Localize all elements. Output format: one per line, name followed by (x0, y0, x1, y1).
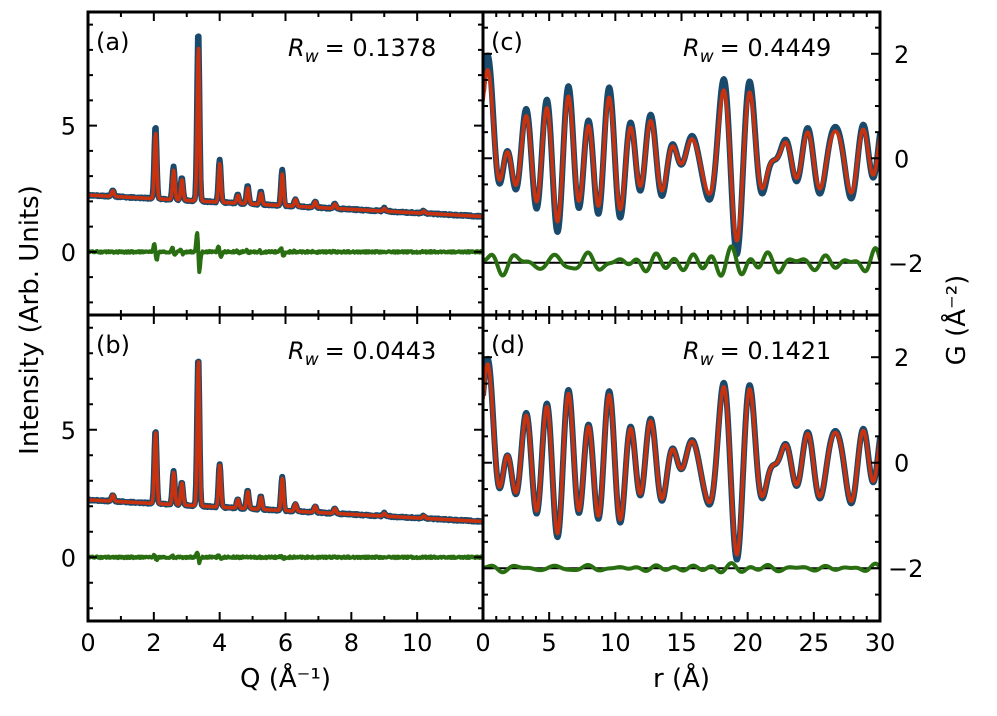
x-axis-title-b: Q (Å⁻¹) (240, 662, 331, 694)
rw-value-c: Rw = 0.4449 (683, 34, 831, 67)
x-tick-label-d: 20 (732, 629, 763, 657)
series-difference-d (483, 561, 880, 575)
panel-a: 0 5 (a) Rw = 0.1378 (61, 10, 485, 317)
panel-c: 2 0 −2 (c) Rw = 0.4449 (481, 10, 923, 317)
rw-number-a: = 0.1378 (325, 34, 437, 62)
panel-label-d: (d) (491, 331, 525, 359)
series-difference-a (88, 231, 483, 275)
plot-area-c (483, 52, 880, 278)
x-tick-label-b: 10 (402, 629, 433, 657)
x-tick-label-d: 10 (600, 629, 631, 657)
rw-symbol-c: R (683, 34, 700, 62)
y-tick-label-b: 5 (61, 417, 76, 445)
plot-area-b (88, 358, 483, 566)
x-tick-label-d: 0 (475, 629, 490, 657)
plot-area-d (483, 355, 880, 575)
y-tick-label-d: 0 (894, 450, 909, 478)
series-calculated-d (483, 362, 880, 557)
panel-label-c: (c) (491, 28, 523, 56)
series-difference-b (88, 550, 483, 566)
x-tick-label-b: 4 (212, 629, 227, 657)
right-y-axis-title: G (Å⁻²) (940, 275, 972, 366)
rw-value-d: Rw = 0.1421 (683, 337, 831, 370)
series-calculated-a (88, 46, 483, 219)
panel-label-b: (b) (96, 331, 130, 359)
rw-value-a: Rw = 0.1378 (288, 34, 436, 67)
rw-subscript-d: w (700, 350, 714, 370)
rw-symbol-b: R (288, 337, 305, 365)
y-tick-label-c: 0 (894, 145, 909, 173)
x-tick-label-d: 5 (542, 629, 557, 657)
series-calculated-b (88, 360, 483, 524)
rw-symbol-d: R (683, 337, 700, 365)
y-tick-label-c: −2 (888, 250, 923, 278)
rw-subscript-c: w (700, 47, 714, 67)
rw-number-c: = 0.4449 (720, 34, 832, 62)
x-tick-label-b: 2 (146, 629, 161, 657)
series-calculated-c (483, 68, 880, 243)
rw-symbol-a: R (288, 34, 305, 62)
y-tick-label-a: 5 (61, 113, 76, 141)
rw-value-b: Rw = 0.0443 (288, 337, 436, 370)
y-tick-label-d: 2 (894, 344, 909, 372)
y-tick-label-b: 0 (61, 544, 76, 572)
panel-b: 0 2 4 6 8 10 0 5 Q (Å⁻¹) (b) Rw = 0.0443 (61, 313, 485, 694)
plot-area-a (88, 33, 483, 275)
rw-number-d: = 0.1421 (720, 337, 832, 365)
x-tick-label-b: 0 (80, 629, 95, 657)
x-tick-label-d: 30 (865, 629, 896, 657)
x-tick-label-d: 15 (666, 629, 697, 657)
rw-subscript-b: w (305, 350, 319, 370)
y-tick-label-d: −2 (888, 555, 923, 583)
y-tick-label-a: 0 (61, 239, 76, 267)
series-difference-c (483, 244, 880, 278)
x-axis-title-d: r (Å) (653, 662, 710, 694)
x-tick-label-b: 6 (278, 629, 293, 657)
rw-subscript-a: w (305, 47, 319, 67)
x-tick-label-b: 8 (344, 629, 359, 657)
panel-label-a: (a) (96, 28, 129, 56)
x-tick-label-d: 25 (799, 629, 830, 657)
y-tick-label-c: 2 (894, 41, 909, 69)
left-y-axis-title: Intensity (Arb. Units) (15, 185, 45, 455)
rw-number-b: = 0.0443 (325, 337, 437, 365)
